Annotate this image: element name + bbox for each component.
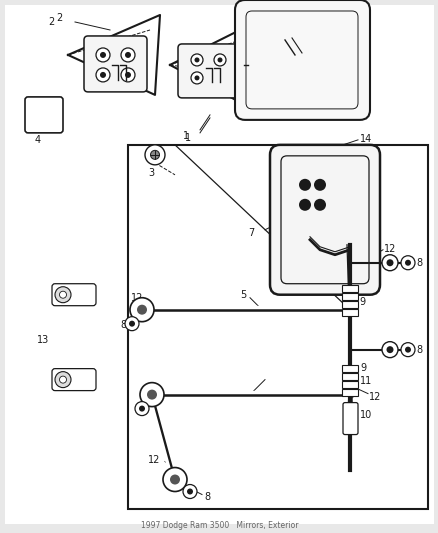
Bar (341, 373, 357, 379)
Circle shape (135, 401, 148, 416)
Circle shape (147, 390, 157, 400)
Text: 3: 3 (148, 168, 154, 178)
Circle shape (213, 54, 226, 66)
Circle shape (130, 298, 154, 322)
Text: 11: 11 (359, 376, 371, 385)
Circle shape (194, 58, 199, 62)
FancyBboxPatch shape (25, 97, 63, 133)
Circle shape (385, 259, 392, 266)
Circle shape (404, 346, 410, 353)
FancyBboxPatch shape (177, 44, 237, 98)
FancyBboxPatch shape (269, 145, 379, 295)
Text: 8: 8 (120, 320, 126, 330)
Circle shape (96, 48, 110, 62)
Circle shape (55, 287, 71, 303)
FancyBboxPatch shape (52, 369, 96, 391)
Circle shape (385, 346, 392, 353)
Text: 8: 8 (204, 491, 210, 502)
Circle shape (100, 52, 106, 58)
Circle shape (298, 179, 310, 191)
Circle shape (381, 255, 397, 271)
Circle shape (60, 376, 66, 383)
FancyBboxPatch shape (342, 402, 357, 434)
Circle shape (217, 58, 222, 62)
Text: 7: 7 (247, 228, 254, 238)
FancyBboxPatch shape (234, 0, 369, 120)
Text: 12: 12 (148, 455, 160, 465)
Circle shape (145, 145, 165, 165)
Text: 15: 15 (321, 85, 334, 95)
Circle shape (129, 321, 135, 327)
FancyBboxPatch shape (52, 284, 96, 306)
Circle shape (400, 256, 414, 270)
Text: 2: 2 (49, 17, 55, 27)
Circle shape (125, 317, 139, 330)
Bar (341, 365, 357, 372)
Text: 12: 12 (368, 392, 381, 401)
Text: 4: 4 (35, 135, 41, 145)
Text: 2: 2 (56, 13, 62, 23)
Text: 10: 10 (359, 409, 371, 419)
Text: 13: 13 (37, 335, 49, 345)
Circle shape (125, 72, 131, 78)
Bar (341, 309, 357, 316)
Text: 12: 12 (383, 244, 396, 254)
Circle shape (170, 474, 180, 484)
Circle shape (183, 484, 197, 498)
FancyBboxPatch shape (84, 36, 147, 92)
Circle shape (100, 72, 106, 78)
Text: 1: 1 (184, 133, 191, 143)
Text: 15: 15 (321, 86, 334, 96)
Text: 6: 6 (234, 392, 240, 401)
Text: 1: 1 (183, 131, 189, 141)
Circle shape (121, 68, 135, 82)
Bar (341, 381, 357, 387)
Bar (128, 145, 427, 510)
Circle shape (139, 406, 145, 411)
Circle shape (125, 52, 131, 58)
Circle shape (400, 343, 414, 357)
Bar (341, 285, 357, 292)
Circle shape (162, 467, 187, 491)
Text: 12: 12 (131, 293, 143, 303)
Circle shape (60, 291, 66, 298)
Text: 14: 14 (359, 134, 371, 144)
Circle shape (121, 48, 135, 62)
Circle shape (187, 489, 193, 495)
Circle shape (191, 54, 202, 66)
Circle shape (96, 68, 110, 82)
Bar (341, 389, 357, 395)
Circle shape (298, 199, 310, 211)
Circle shape (137, 305, 147, 314)
Text: 9: 9 (359, 362, 365, 373)
Circle shape (55, 372, 71, 387)
Circle shape (313, 179, 325, 191)
Circle shape (313, 199, 325, 211)
Text: 8: 8 (415, 258, 421, 268)
Bar (341, 301, 357, 308)
Circle shape (404, 260, 410, 266)
Text: 1997 Dodge Ram 3500   Mirrors, Exterior: 1997 Dodge Ram 3500 Mirrors, Exterior (141, 521, 298, 530)
Circle shape (191, 72, 202, 84)
Text: 11: 11 (358, 278, 371, 288)
Text: 9: 9 (358, 297, 364, 306)
Text: 5: 5 (240, 290, 246, 300)
Circle shape (194, 76, 199, 80)
Circle shape (140, 383, 164, 407)
Text: 8: 8 (415, 345, 421, 354)
Bar (341, 293, 357, 300)
Circle shape (381, 342, 397, 358)
Circle shape (150, 150, 159, 159)
